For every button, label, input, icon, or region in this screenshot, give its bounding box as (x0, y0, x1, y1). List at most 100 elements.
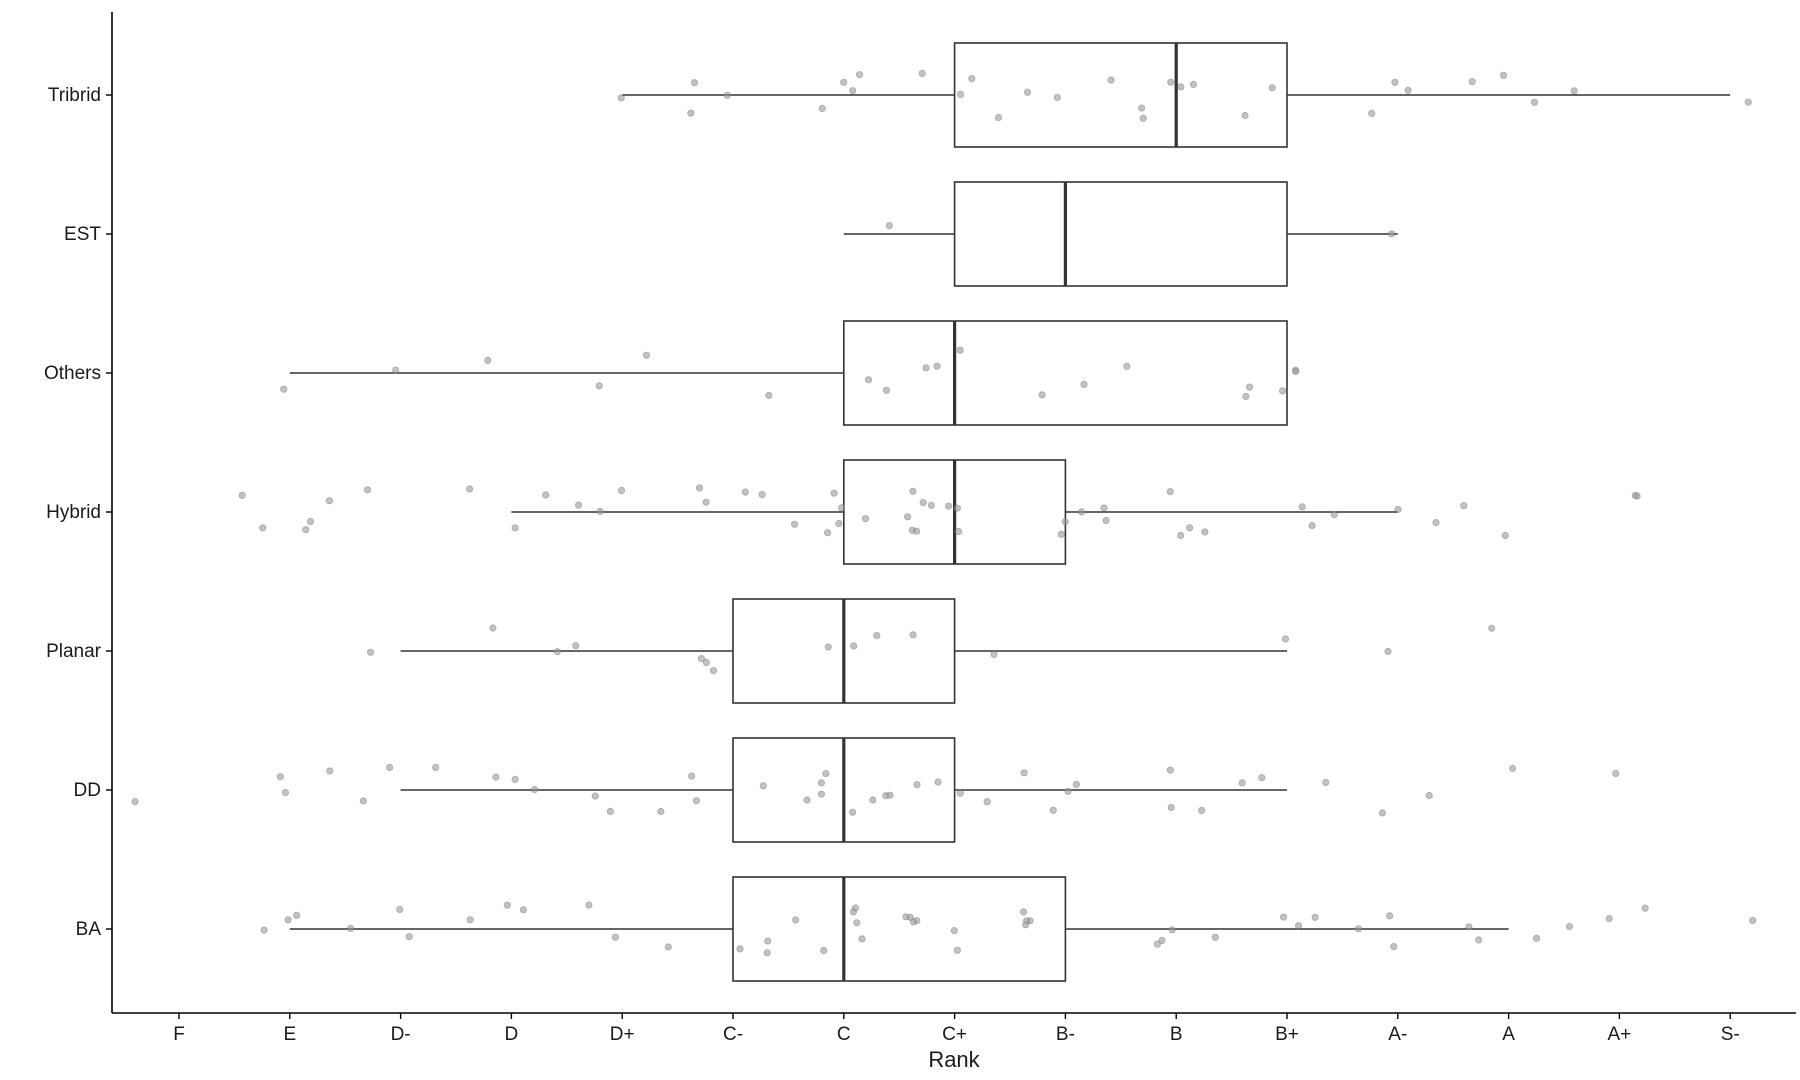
box-planar (400, 598, 1287, 704)
x-tick-label: A+ (1608, 1024, 1632, 1045)
point-planar (697, 654, 706, 663)
point-hybrid (741, 488, 750, 496)
point-ba (1158, 936, 1166, 945)
point-ba (1021, 921, 1030, 929)
point-hybrid (837, 504, 846, 512)
point-planar (909, 631, 917, 639)
point-hybrid (325, 497, 333, 505)
point-others (1080, 380, 1088, 388)
point-dd (359, 797, 367, 805)
point-hybrid (1432, 518, 1440, 527)
x-tick-label: C- (723, 1024, 743, 1045)
box-ba (289, 876, 1509, 982)
point-tribrid (617, 94, 625, 102)
point-planar (709, 666, 718, 675)
point-hybrid (1201, 528, 1209, 536)
point-tribrid (1023, 88, 1032, 96)
point-hybrid (830, 489, 838, 497)
x-tick-label: S- (1721, 1024, 1740, 1045)
point-ba (1605, 914, 1613, 923)
point-dd (1064, 787, 1072, 795)
point-dd (1049, 806, 1057, 814)
point-ba (909, 918, 918, 926)
point-ba (1533, 934, 1541, 942)
point-others (595, 382, 603, 390)
point-ba (293, 911, 301, 919)
box-rect-est (953, 181, 1288, 287)
point-hybrid (1460, 502, 1468, 510)
point-ba (1279, 913, 1288, 921)
box-tribrid (622, 42, 1731, 148)
x-tick-label: C+ (942, 1024, 967, 1045)
point-hybrid (1633, 492, 1641, 500)
box-rect-tribrid (953, 42, 1288, 148)
point-hybrid (927, 501, 936, 509)
box-rect-ba (732, 876, 1067, 982)
point-tribrid (723, 91, 731, 99)
point-dd (1612, 769, 1620, 778)
point-tribrid (918, 69, 926, 78)
point-ba (953, 946, 962, 954)
point-ba (1475, 936, 1483, 944)
point-dd (530, 785, 539, 794)
box-hybrid (511, 459, 1398, 565)
x-ticks-layer: F E D- D D+ C- C C+ B- B B+ A- A A+ S- (173, 1013, 1740, 1045)
point-hybrid (823, 529, 832, 537)
point-hybrid (1298, 503, 1306, 511)
point-others (922, 364, 930, 372)
point-dd (591, 792, 599, 800)
point-tribrid (840, 78, 848, 86)
point-dd (956, 789, 964, 797)
point-others (280, 385, 288, 393)
point-others (1245, 383, 1254, 391)
point-others (484, 356, 492, 364)
point-dd (822, 769, 830, 778)
point-dd (886, 791, 894, 799)
x-tick-label: A (1502, 1024, 1515, 1045)
y-tick-label-ba: BA (76, 919, 102, 940)
point-hybrid (912, 527, 921, 535)
point-hybrid (1100, 504, 1108, 512)
point-dd (1198, 806, 1206, 815)
point-ba (1354, 925, 1363, 933)
box-est (843, 181, 1398, 287)
point-hybrid (363, 486, 372, 494)
point-ba (853, 919, 861, 927)
point-ba (820, 946, 828, 955)
point-dd (848, 808, 857, 816)
point-others (392, 366, 400, 374)
point-dd (432, 763, 440, 772)
y-ticks-layer: Tribrid EST Others Hybrid Planar DD BA (44, 85, 112, 940)
point-dd (1238, 779, 1246, 787)
point-planar (873, 631, 881, 640)
point-others (642, 351, 651, 359)
point-dd (983, 798, 991, 806)
point-dd (692, 797, 701, 805)
x-tick-label: A- (1388, 1024, 1407, 1045)
x-tick-label: C (837, 1024, 851, 1045)
point-hybrid (919, 498, 927, 507)
point-others (1038, 391, 1046, 399)
point-others (1123, 362, 1131, 370)
point-dd (934, 778, 942, 786)
point-ba (764, 937, 772, 945)
point-hybrid (695, 484, 704, 492)
point-ba (1749, 916, 1757, 925)
point-ba (736, 945, 744, 953)
point-dd (385, 763, 394, 772)
y-tick-label-others: Others (44, 363, 101, 384)
point-dd (913, 781, 921, 789)
x-tick-label: D+ (610, 1024, 635, 1045)
point-ba (466, 916, 474, 924)
point-tribrid (1468, 78, 1476, 86)
point-others (765, 391, 773, 400)
point-tribrid (1268, 84, 1276, 92)
point-dd (606, 807, 615, 816)
point-dd (1167, 803, 1175, 812)
point-ba (1386, 912, 1394, 920)
point-others (956, 346, 964, 354)
point-dd (131, 797, 139, 806)
x-tick-label: B- (1056, 1024, 1075, 1045)
point-hybrid (1308, 521, 1316, 530)
